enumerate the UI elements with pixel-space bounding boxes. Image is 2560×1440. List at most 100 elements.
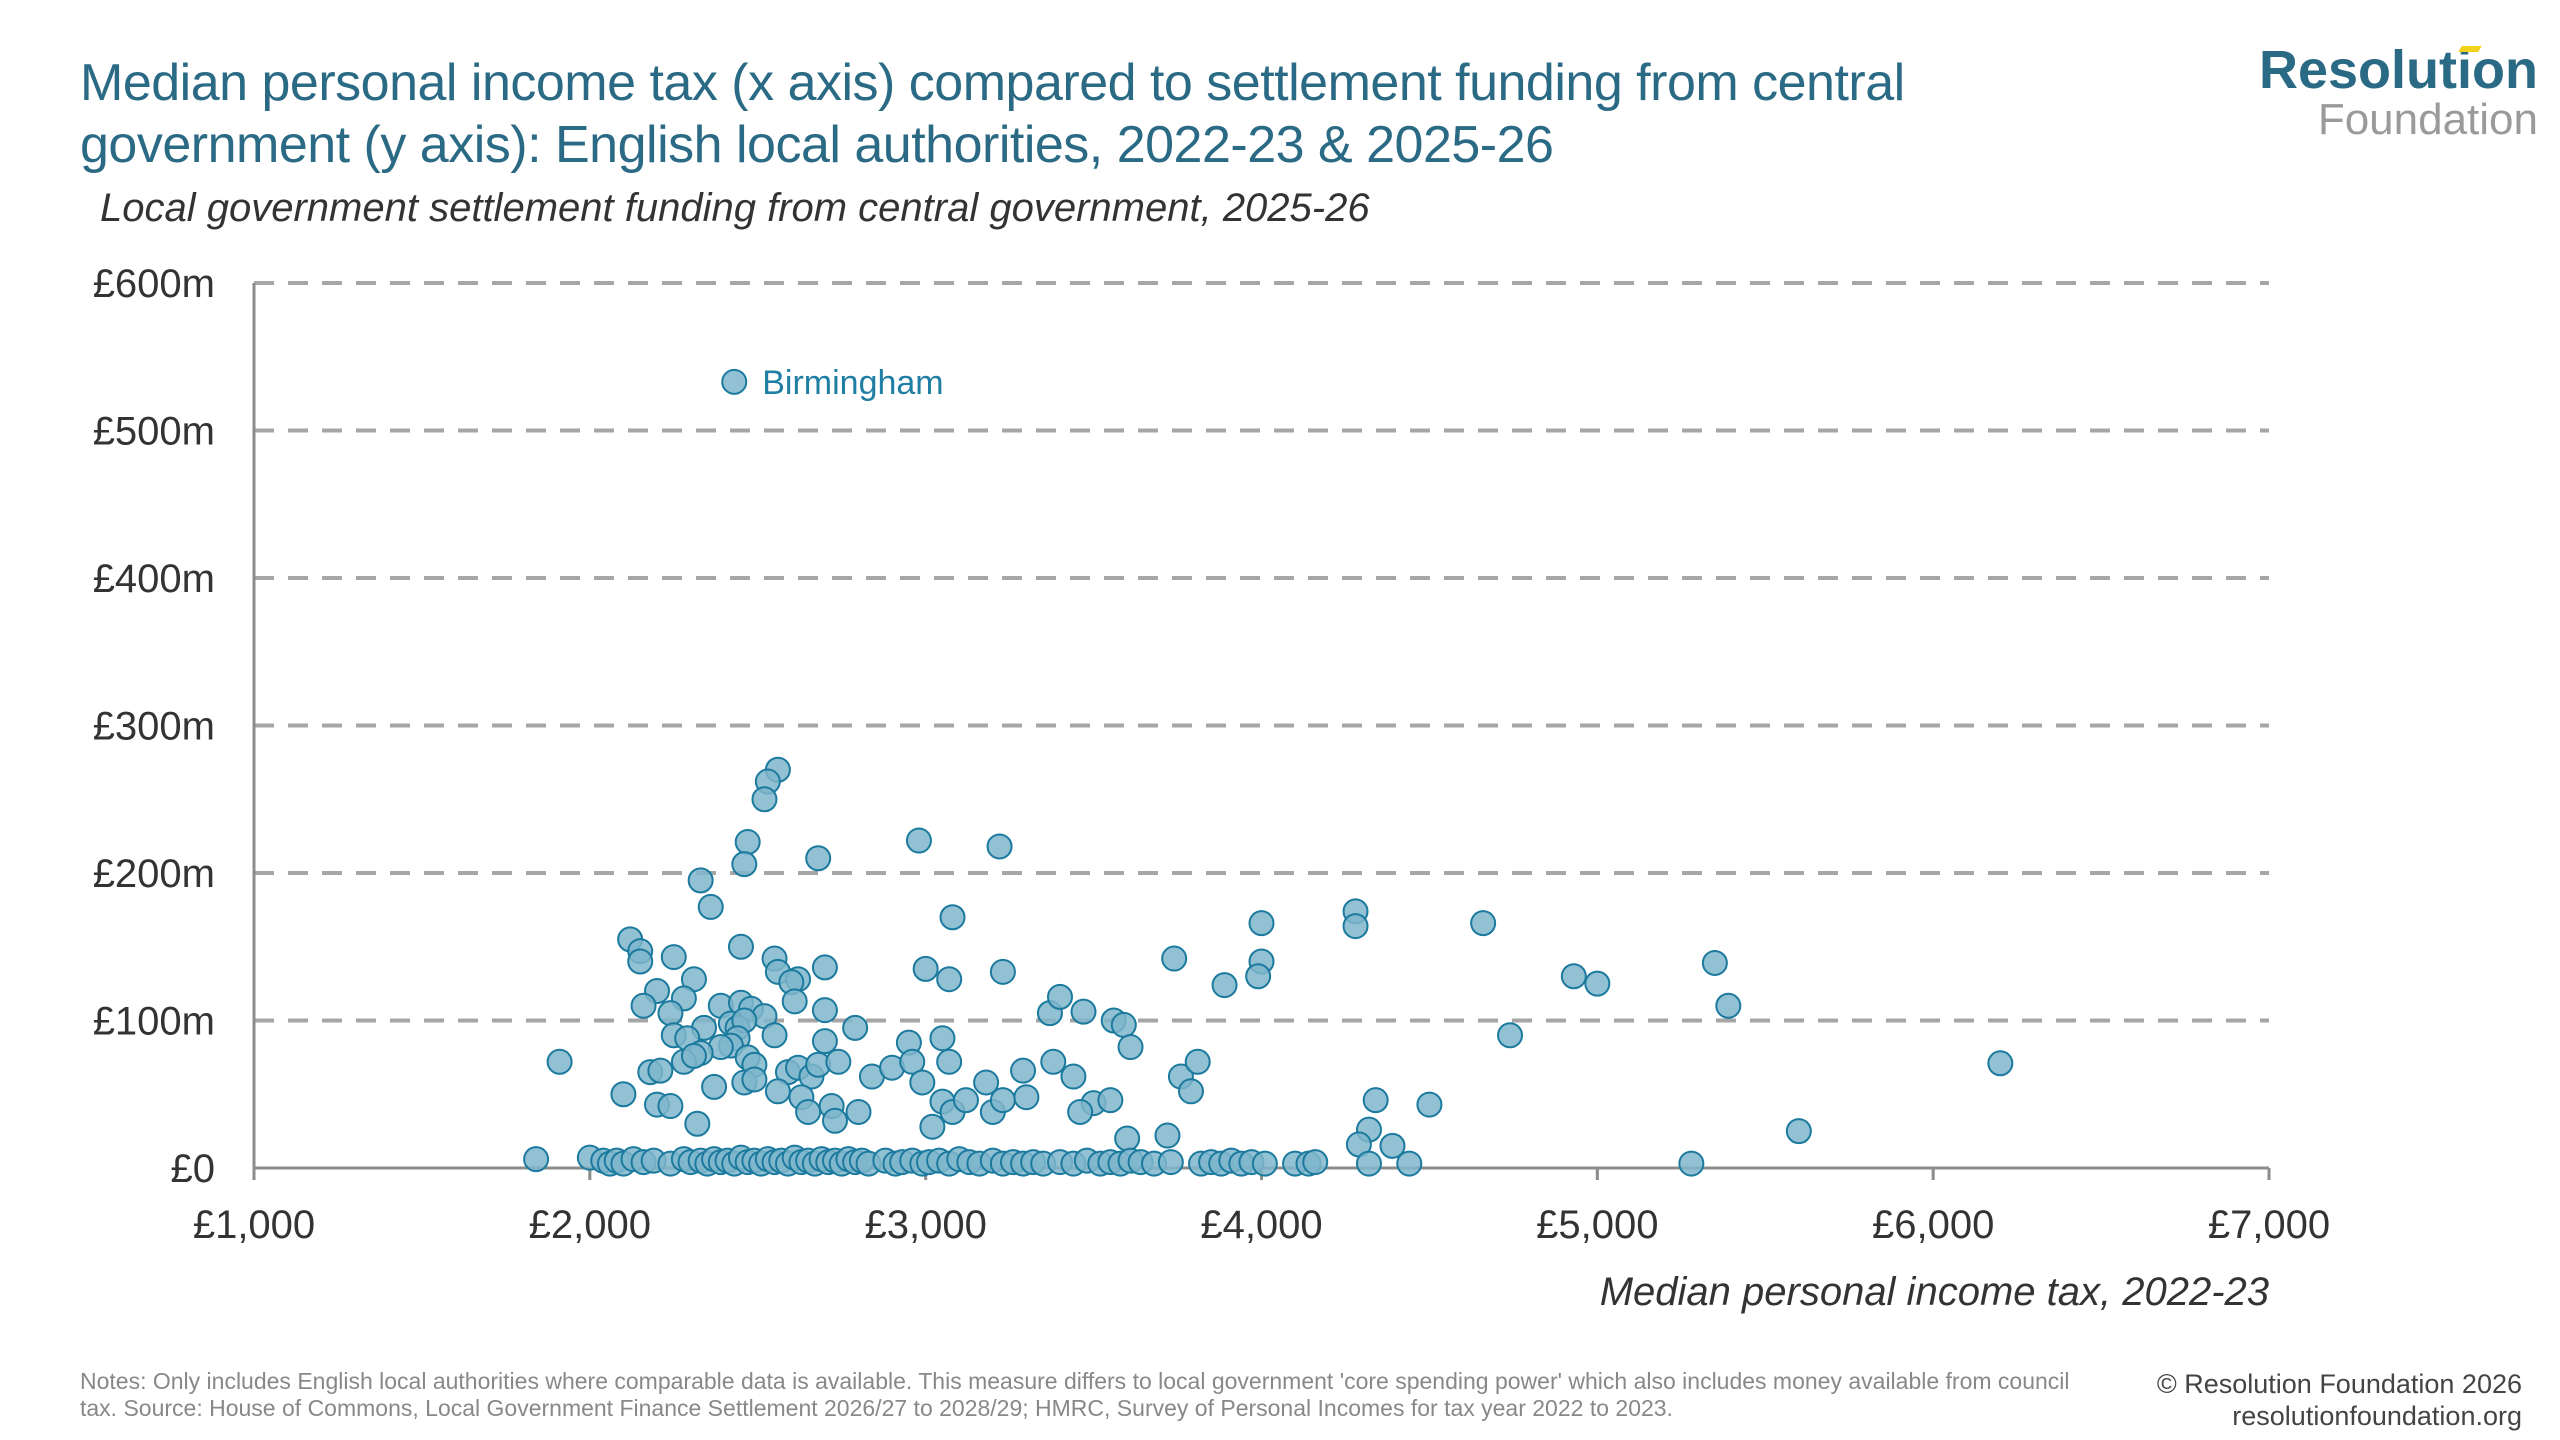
data-point — [657, 1000, 684, 1027]
data-point — [1251, 1150, 1278, 1177]
data-point — [989, 958, 1016, 985]
data-point — [1302, 1149, 1329, 1176]
data-point — [825, 1048, 852, 1075]
data-point — [657, 1093, 684, 1120]
data-point — [684, 1110, 711, 1137]
data-point — [919, 1113, 946, 1140]
data-point — [731, 851, 758, 878]
data-point — [1154, 1122, 1181, 1149]
data-point — [1110, 1011, 1137, 1038]
website-link[interactable]: resolutionfoundation.org — [2232, 1401, 2522, 1431]
data-point — [1497, 1022, 1524, 1049]
data-point — [761, 1022, 788, 1049]
data-point — [627, 948, 654, 975]
data-point — [811, 954, 838, 981]
data-point — [899, 1048, 926, 1075]
data-point — [1342, 913, 1369, 940]
data-point — [821, 1107, 848, 1134]
data-point — [1470, 910, 1497, 937]
data-point — [697, 893, 724, 920]
data-point — [842, 1014, 869, 1041]
data-point — [1060, 1063, 1087, 1090]
data-point — [1177, 1078, 1204, 1105]
data-point — [1584, 970, 1611, 997]
logo-line1: Resolution — [2259, 40, 2538, 100]
data-point — [523, 1146, 550, 1173]
credit-block: © Resolution Foundation 2026 resolutionf… — [2157, 1368, 2522, 1432]
data-point — [909, 1069, 936, 1096]
data-point — [1070, 998, 1097, 1025]
logo-line2: Foundation — [2317, 95, 2538, 144]
data-point — [630, 992, 657, 1019]
data-point — [1355, 1150, 1382, 1177]
data-point — [1245, 963, 1272, 990]
data-point — [687, 867, 714, 894]
y-tick-label: £600m — [93, 262, 215, 306]
x-tick-label: £6,000 — [1872, 1203, 1994, 1247]
data-point — [781, 988, 808, 1015]
data-point — [973, 1069, 1000, 1096]
data-point — [1067, 1098, 1094, 1125]
data-points — [523, 368, 2014, 1177]
notes-text: Notes: Only includes English local autho… — [80, 1368, 2070, 1421]
data-point — [1114, 1125, 1141, 1152]
data-point — [1184, 1048, 1211, 1075]
data-point — [1379, 1132, 1406, 1159]
chart-title: Median personal income tax (x axis) comp… — [80, 54, 1905, 174]
data-point — [734, 829, 761, 856]
data-point — [660, 944, 687, 971]
y-tick-label: £0 — [171, 1147, 216, 1191]
y-tick-label: £300m — [93, 705, 215, 749]
gridlines — [254, 281, 2269, 1023]
x-tick-label: £2,000 — [529, 1203, 651, 1247]
data-point — [647, 1057, 674, 1084]
data-point — [1785, 1118, 1812, 1145]
data-point — [1097, 1087, 1124, 1114]
point-annotation-label: Birmingham — [762, 364, 943, 402]
data-point — [1013, 1084, 1040, 1111]
data-point — [680, 1042, 707, 1069]
data-point — [936, 1048, 963, 1075]
data-point — [1715, 992, 1742, 1019]
resolution-foundation-logo: Resolution Foundation — [2259, 42, 2538, 142]
data-point — [811, 1028, 838, 1055]
x-tick-label: £4,000 — [1200, 1203, 1322, 1247]
data-point — [1161, 945, 1188, 972]
data-point — [741, 1066, 768, 1093]
y-tick-label: £400m — [93, 557, 215, 601]
data-point — [936, 966, 963, 993]
data-point — [1987, 1050, 2014, 1077]
data-point — [1678, 1150, 1705, 1177]
data-point — [912, 955, 939, 982]
data-point — [929, 1025, 956, 1052]
y-tick-label: £200m — [93, 852, 215, 896]
data-point — [701, 1073, 728, 1100]
data-point — [1362, 1087, 1389, 1114]
data-point — [939, 904, 966, 931]
data-point — [1010, 1057, 1037, 1084]
data-point — [905, 827, 932, 854]
data-point — [1701, 949, 1728, 976]
data-point — [1117, 1034, 1144, 1061]
data-point — [727, 933, 754, 960]
data-point — [811, 997, 838, 1024]
data-point — [795, 1098, 822, 1125]
data-point — [721, 368, 748, 395]
y-tick-label: £500m — [93, 410, 215, 454]
data-point — [1211, 972, 1238, 999]
x-axis-ticks: £1,000 £2,000 £3,000 £4,000 £5,000 £6,000 £7,0… — [193, 1168, 2330, 1247]
data-point — [986, 833, 1013, 860]
x-tick-label: £5,000 — [1536, 1203, 1658, 1247]
data-point — [751, 786, 778, 813]
data-point — [952, 1087, 979, 1114]
data-point — [989, 1087, 1016, 1114]
data-point — [1560, 963, 1587, 990]
copyright-text: © Resolution Foundation 2026 — [2156, 1369, 2522, 1399]
x-tick-label: £1,000 — [193, 1203, 315, 1247]
y-tick-label: £100m — [93, 1000, 215, 1044]
data-point — [1248, 910, 1275, 937]
annotations: Birmingham — [762, 364, 943, 402]
data-point — [1157, 1149, 1184, 1176]
data-point — [764, 1078, 791, 1105]
